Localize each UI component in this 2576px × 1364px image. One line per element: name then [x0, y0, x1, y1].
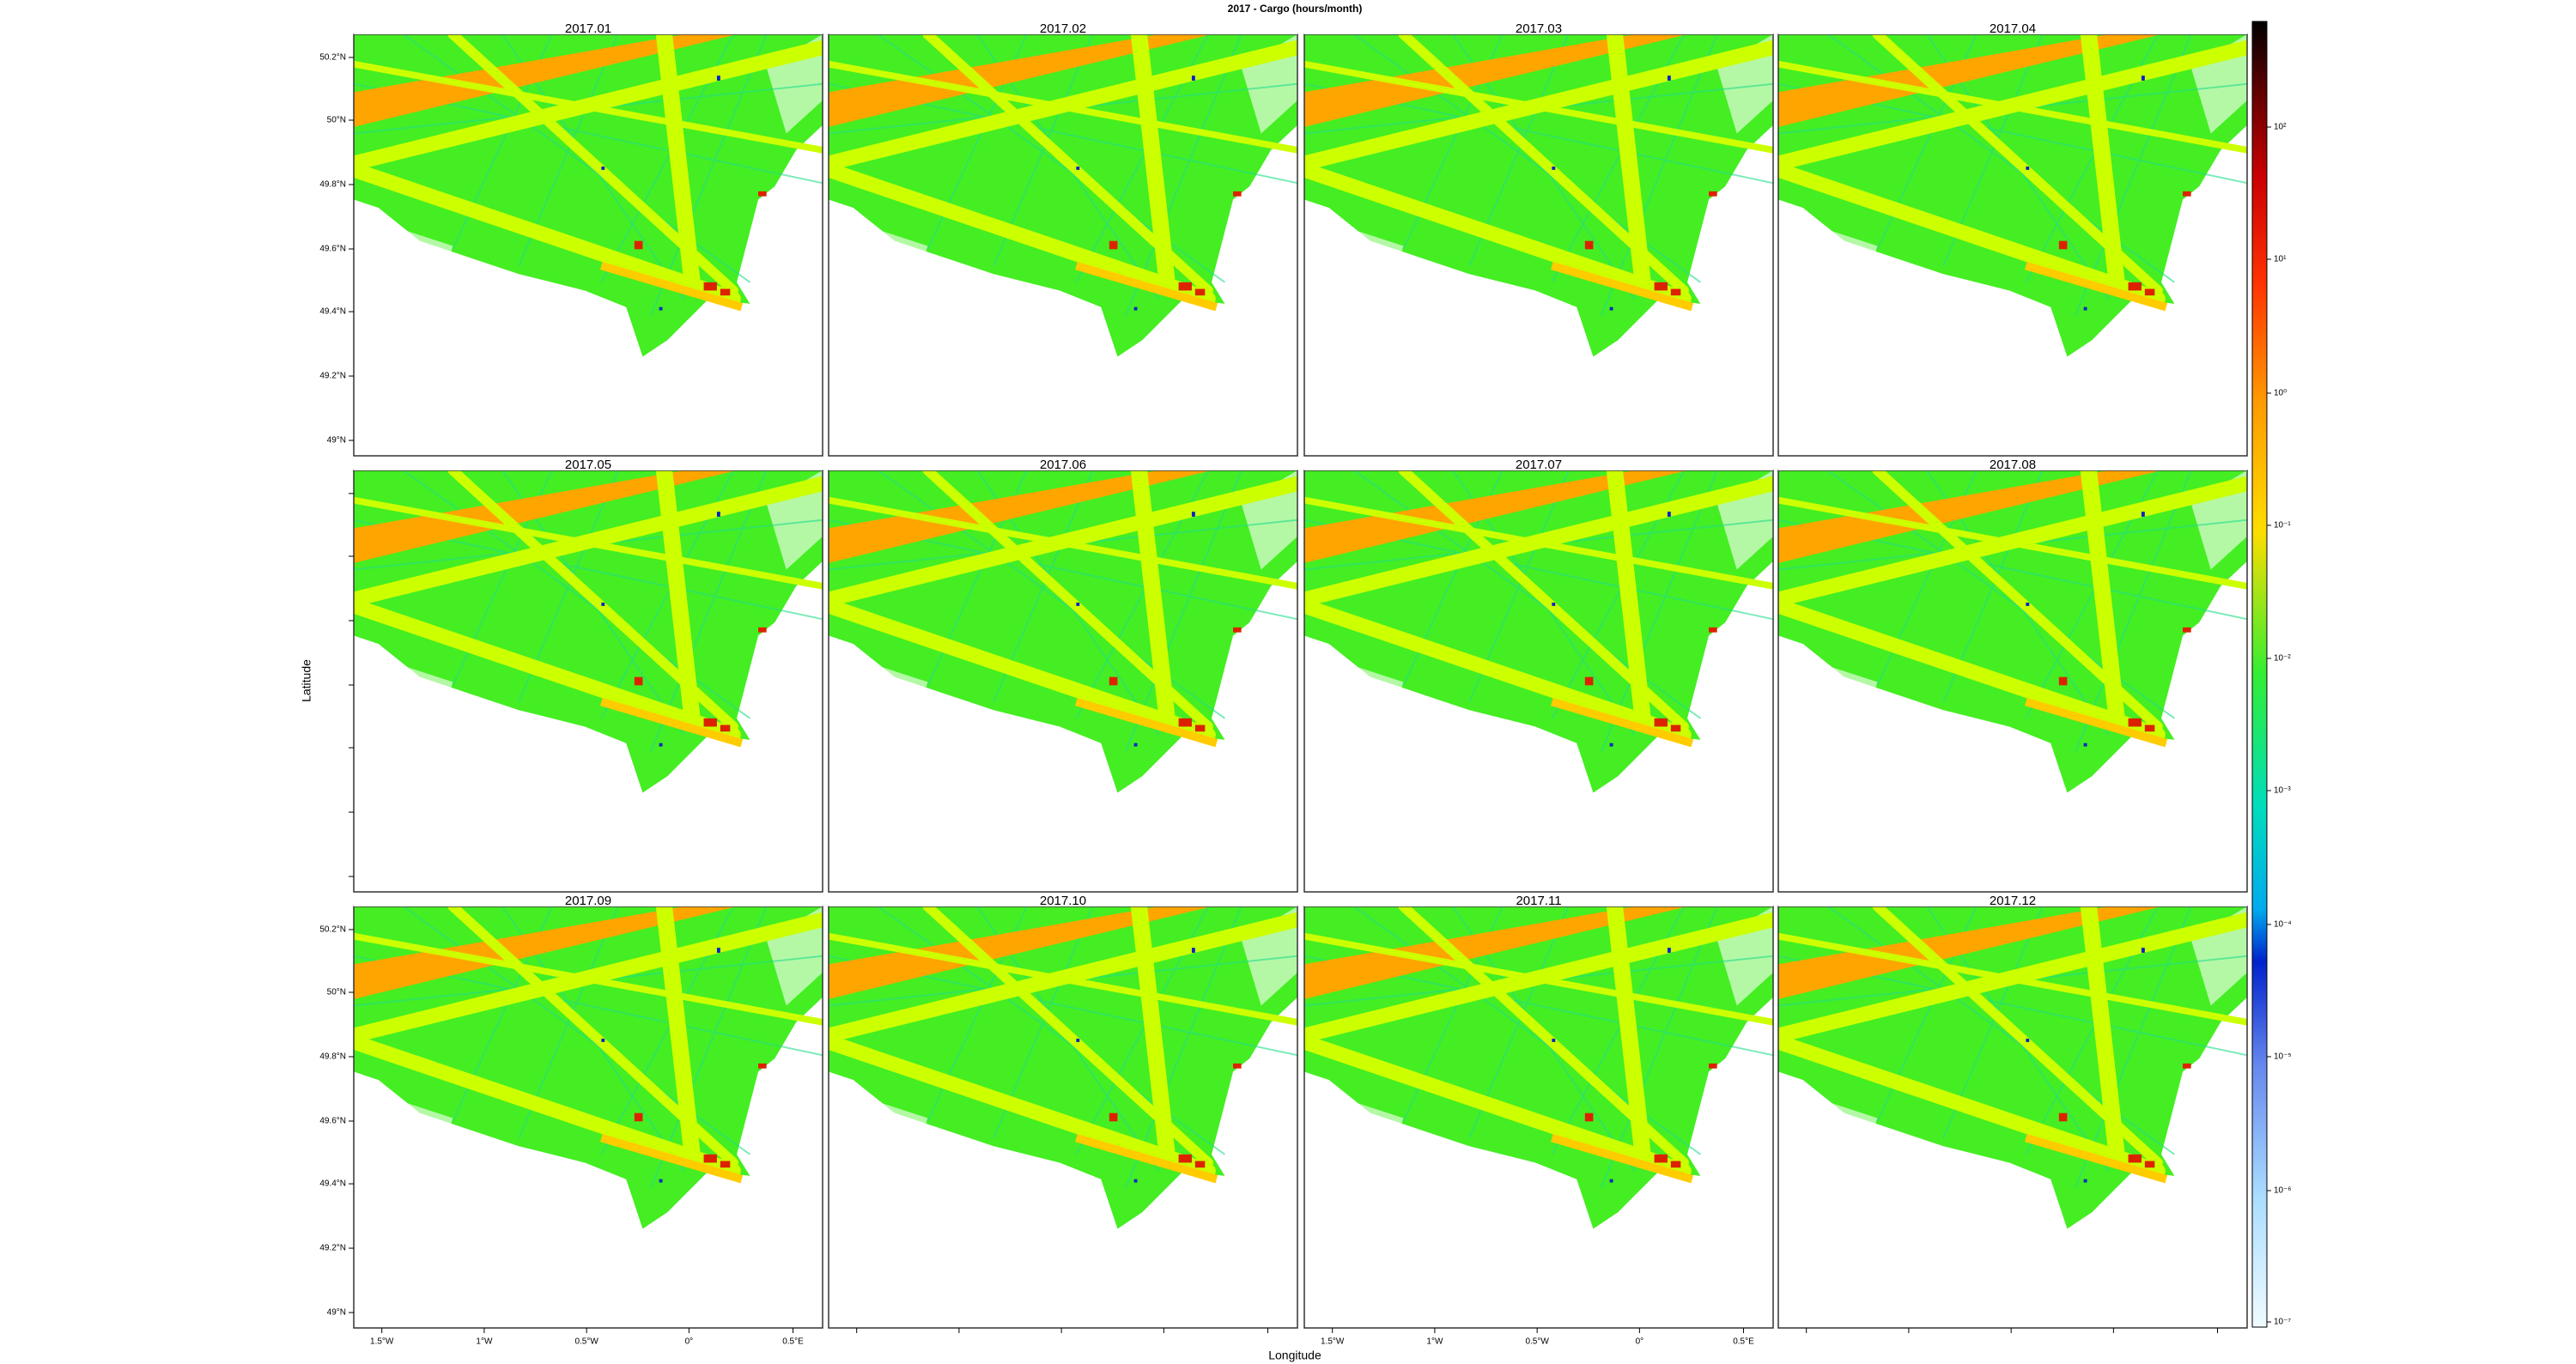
x-tick-label: 1.5°W [370, 1337, 394, 1347]
x-axis-title: Longitude [1268, 1349, 1321, 1362]
x-tick-label: 0.5°W [1525, 1337, 1549, 1347]
traffic-map [1778, 470, 2247, 792]
panel-title: 2017.08 [1990, 458, 2036, 472]
panel-title: 2017.01 [565, 21, 611, 36]
colorbar-tick-label: 10⁻⁴ [2274, 920, 2292, 930]
panel-title: 2017.05 [565, 458, 611, 472]
y-tick-label: 49°N [327, 436, 346, 446]
colorbar-tick-label: 10⁻⁶ [2274, 1186, 2292, 1196]
x-tick-label: 1°W [476, 1337, 493, 1347]
panel-title: 2017.06 [1040, 458, 1086, 472]
y-tick-label: 49.4°N [319, 307, 346, 317]
panel-strip [829, 458, 1297, 470]
traffic-map [1304, 906, 1773, 1228]
panel-strip [1304, 458, 1773, 470]
y-tick-label: 49.4°N [319, 1179, 346, 1189]
x-tick-label: 1.5°W [1321, 1337, 1345, 1347]
panel-title: 2017.04 [1990, 21, 2036, 36]
colorbar-tick-label: 10¹ [2274, 255, 2287, 264]
y-tick-label: 49.6°N [319, 1117, 346, 1126]
panel-title: 2017.02 [1040, 21, 1086, 36]
traffic-map [1304, 34, 1773, 356]
panel-title: 2017.10 [1040, 894, 1086, 908]
traffic-map [354, 34, 823, 356]
traffic-map [829, 470, 1297, 792]
traffic-map [1778, 906, 2247, 1228]
panel-strip [1778, 22, 2247, 34]
panel-title: 2017.03 [1516, 21, 1562, 36]
y-tick-label: 49.8°N [319, 180, 346, 190]
y-tick-label: 49.6°N [319, 245, 346, 254]
y-tick-label: 49.2°N [319, 1244, 346, 1253]
colorbar-tick-label: 10⁻² [2274, 654, 2291, 664]
panel-strip [1778, 894, 2247, 906]
panel-strip [1304, 894, 1773, 906]
panel-strip [354, 894, 823, 906]
x-tick-label: 0.5°E [782, 1337, 804, 1347]
y-tick-label: 50.2°N [319, 53, 346, 63]
traffic-map [829, 34, 1297, 356]
y-tick-label: 49.2°N [319, 372, 346, 381]
x-tick-label: 1°W [1426, 1337, 1443, 1347]
colorbar-tick-label: 10² [2274, 123, 2287, 132]
y-tick-label: 49.8°N [319, 1052, 346, 1062]
x-tick-label: 0.5°W [574, 1337, 598, 1347]
colorbar-tick-label: 10⁻⁷ [2274, 1318, 2291, 1327]
panel-title: 2017.09 [565, 894, 611, 908]
y-tick-label: 50.2°N [319, 925, 346, 935]
y-tick-label: 50°N [327, 988, 346, 997]
colorbar-tick-label: 10⁻¹ [2274, 521, 2291, 530]
traffic-map [354, 906, 823, 1228]
traffic-map [829, 906, 1297, 1228]
x-tick-label: 0° [1636, 1337, 1644, 1347]
colorbar-tick-label: 10⁻³ [2274, 786, 2291, 796]
y-axis-title: Latitude [300, 659, 313, 702]
panel-strip [1778, 458, 2247, 470]
panel-title: 2017.11 [1516, 894, 1561, 908]
figure-title: 2017 - Cargo (hours/month) [1228, 3, 1363, 15]
panel-strip [829, 22, 1297, 34]
panel-strip [829, 894, 1297, 906]
panel-strip [1304, 22, 1773, 34]
traffic-map [1304, 470, 1773, 792]
panel-title: 2017.07 [1516, 458, 1562, 472]
panel-strip [354, 22, 823, 34]
colorbar-tick-label: 10⁻⁵ [2274, 1052, 2292, 1062]
traffic-map [354, 470, 823, 792]
x-tick-label: 0.5°E [1733, 1337, 1754, 1347]
traffic-map [1778, 34, 2247, 356]
y-tick-label: 50°N [327, 116, 346, 125]
panel-strip [354, 458, 823, 470]
colorbar-tick-label: 10⁰ [2274, 389, 2287, 398]
panel-title: 2017.12 [1990, 894, 2036, 908]
colorbar [2251, 21, 2268, 1328]
y-tick-label: 49°N [327, 1308, 346, 1318]
x-tick-label: 0° [685, 1337, 694, 1347]
